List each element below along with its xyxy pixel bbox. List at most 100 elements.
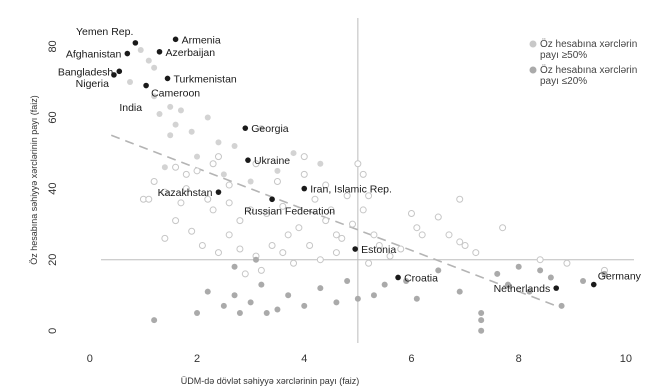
hollow-point [177,199,185,207]
dark-filled-point [354,295,361,302]
x-axis-title: ÜDM-də dövlət səhiyyə xərclərinin payı (… [181,376,360,386]
legend-label: Öz hesabına xərclərin [540,64,637,76]
dark-filled-point [263,310,270,317]
dark-filled-point [504,281,511,288]
labeled-point [553,285,560,291]
point-label: Armenia [182,34,221,46]
hollow-point [268,241,276,249]
legend-marker [529,40,537,48]
hollow-point [273,178,281,185]
light-filled-point [220,171,227,178]
dark-filled-point [194,310,201,317]
light-filled-point [194,153,201,160]
light-filled-point [151,64,158,71]
hollow-point [236,217,244,225]
hollow-point [225,231,233,239]
hollow-point [295,224,303,232]
light-filled-point [145,57,152,64]
light-filled-point [151,93,158,100]
trend-line [110,134,557,307]
axis-ticks: 0 2 4 6 8 10 0 20 40 60 80 [47,40,632,365]
dark-filled-point [435,267,442,274]
point-label: Iran, Islamic Rep. [310,184,392,196]
hollow-point [172,163,180,171]
hollow-point [241,270,249,278]
hollow-point [252,160,260,168]
x-tick-label: 2 [194,353,200,365]
legend-label: payı ≥50% [540,50,587,61]
light-filled-point [127,78,134,85]
legend-label: payı ≤20% [540,76,587,87]
hollow-point [354,160,362,168]
light-filled-point [167,132,174,139]
light-filled-point [317,160,324,167]
dark-filled-point [381,281,388,288]
labeled-point [215,189,222,195]
point-label: Kazakhstan [158,187,213,199]
dark-filled-point [526,288,533,295]
point-label: Bangladesh [58,66,114,78]
dark-filled-point [220,302,227,309]
hollow-point [365,259,373,267]
hollow-point [209,206,217,214]
dark-filled-point [478,317,485,324]
hollow-point [204,195,212,203]
dark-filled-point [285,292,292,299]
hollow-point [209,160,217,168]
hollow-point [316,256,324,264]
labeled-point [245,157,251,163]
labeled-point [269,196,275,203]
dark-filled-point [344,278,351,285]
labeled-point [111,72,117,78]
hollow-point [461,241,469,249]
light-filled-point [188,128,195,135]
hollow-point [359,170,367,178]
hollow-point [343,192,351,200]
light-filled-point [290,150,297,157]
light-filled-point [274,167,281,174]
dark-filled-point [236,310,243,317]
x-tick-label: 0 [87,353,93,365]
hollow-point [182,185,190,193]
point-label: India [119,102,142,114]
y-tick-label: 60 [47,111,59,123]
hollow-point [214,153,222,161]
point-label: Azerbaijan [166,47,216,59]
hollow-point [150,178,158,185]
hollow-point [172,217,180,225]
hollow-point [349,220,356,228]
hollow-point [182,170,190,178]
labeled-point [395,274,401,281]
light-filled-point [137,46,144,53]
light-filled-point [177,107,184,114]
dark-filled-point [403,278,410,285]
dark-filled-point [247,299,254,306]
dark-filled-point [317,285,324,292]
hollow-point [359,206,367,214]
hollow-point [300,170,308,178]
hollow-point [536,256,544,264]
point-label: Turkmenistan [174,73,237,85]
hollow-point [198,241,206,249]
hollow-point [365,192,373,200]
dark-filled-point [253,256,259,263]
hollow-point [257,266,265,274]
x-tick-label: 4 [301,353,307,365]
hollow-point [279,202,287,210]
labeled-point [124,50,131,57]
hollow-point [370,231,378,239]
dark-filled-point [274,306,281,313]
dark-filled-point [413,295,420,302]
hollow-point [397,245,405,253]
hollow-point [472,249,480,257]
hollow-point [456,238,464,246]
data-points [111,36,608,334]
hollow-point [236,245,244,253]
hollow-point [290,259,298,267]
dark-filled-point [547,274,554,281]
hollow-point [214,249,222,257]
y-tick-label: 80 [47,40,59,52]
point-label: Estonia [361,244,396,256]
point-label: Afghanistan [66,49,122,61]
